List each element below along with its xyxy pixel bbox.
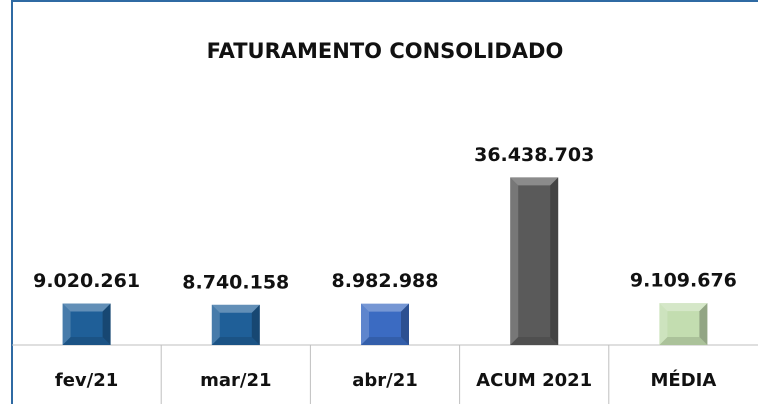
bar-bevel [251, 304, 260, 345]
x-tick-label: abr/21 [352, 370, 418, 391]
bar-bevel [510, 337, 559, 345]
value-label: 9.109.676 [630, 270, 737, 292]
bar [659, 303, 708, 345]
bar-bevel [510, 177, 519, 345]
x-tick-label: mar/21 [200, 370, 271, 391]
bar-bevel [62, 303, 111, 312]
x-tick-label: ACUM 2021 [476, 370, 592, 391]
bar-bevel [510, 177, 559, 186]
value-label: 9.020.261 [33, 270, 140, 292]
bar-bevel [62, 337, 111, 345]
bar [62, 303, 111, 345]
chart-title: FATURAMENTO CONSOLIDADO [207, 39, 564, 63]
bar-bevel [211, 304, 260, 313]
bar-bevel [550, 177, 559, 345]
bar-bevel [659, 337, 708, 345]
bar-bevel [659, 303, 668, 345]
value-label: 36.438.703 [474, 144, 594, 166]
bar [211, 304, 260, 345]
x-tick-label: MÉDIA [651, 369, 717, 391]
value-label: 8.740.158 [182, 271, 289, 293]
bar-bevel [62, 303, 71, 345]
x-tick-label: fev/21 [55, 370, 118, 391]
bar-bevel [211, 304, 220, 345]
bar-bevel [659, 303, 708, 312]
bar-bevel [401, 303, 409, 345]
bar-bevel [361, 303, 369, 345]
bar [361, 303, 409, 345]
bar-bevel [699, 303, 708, 345]
bar [510, 177, 559, 345]
bar-bevel [211, 337, 260, 345]
bar-bevel [361, 303, 409, 312]
value-label: 8.982.988 [332, 270, 439, 292]
bar-bevel [361, 337, 409, 345]
bar-bevel [102, 303, 111, 345]
